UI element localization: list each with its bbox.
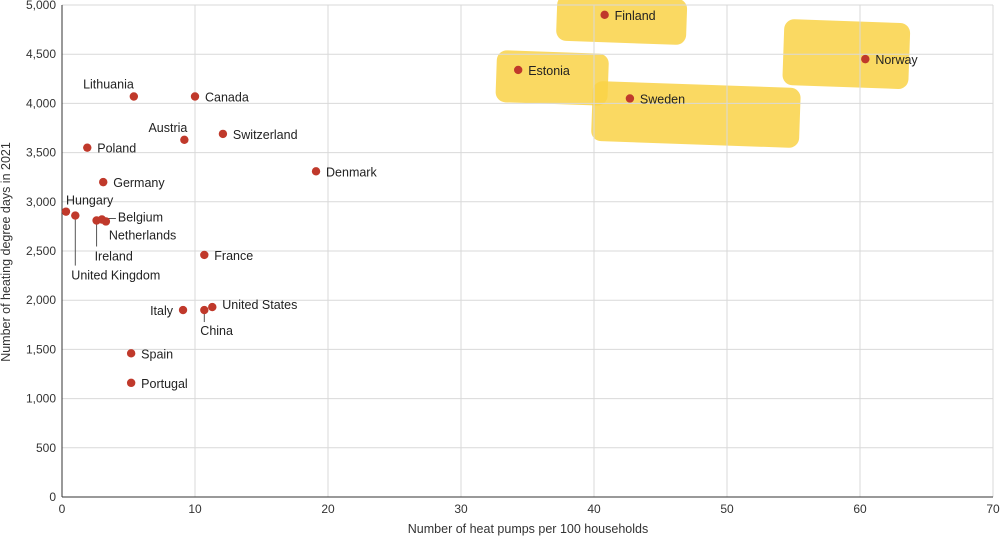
highlight-sweden [591,81,801,148]
y-tick-label: 3,500 [26,146,56,160]
label-portugal: Portugal [141,377,188,391]
y-tick-label: 2,500 [26,244,56,258]
x-tick-labels: 0 10 20 30 40 50 60 70 [59,502,1000,516]
point-estonia [513,65,523,75]
x-tick-label: 30 [454,502,468,516]
label-united-kingdom: United Kingdom [71,269,160,283]
label-switzerland: Switzerland [233,128,298,142]
highlight-estonia [495,50,609,106]
point-austria [180,135,189,145]
x-tick-label: 40 [587,502,601,516]
y-tick-label: 4,000 [26,96,56,110]
label-china: China [200,324,233,338]
label-estonia: Estonia [528,64,570,78]
point-labels: Finland Norway Estonia Sweden Lithuania Canad… [66,9,918,391]
y-tick-labels: 0 500 1,000 1,500 2,000 2,500 3,000 3,500 4,000 4… [26,0,56,504]
label-hungary: Hungary [66,194,114,208]
label-norway: Norway [875,53,918,67]
x-tick-label: 70 [986,502,1000,516]
y-tick-label: 2,000 [26,293,56,307]
y-tick-label: 500 [36,441,56,455]
grid-lines [62,4,994,497]
label-netherlands: Netherlands [109,228,176,242]
x-tick-label: 10 [188,502,202,516]
y-tick-label: 3,000 [26,195,56,209]
y-tick-label: 4,500 [26,47,56,61]
label-canada: Canada [205,91,249,105]
x-tick-label: 60 [853,502,867,516]
label-lithuania: Lithuania [83,78,134,92]
point-spain [126,349,136,358]
axes [61,5,993,498]
label-sweden: Sweden [640,92,685,106]
label-poland: Poland [97,142,136,156]
x-axis-title: Number of heat pumps per 100 households [408,522,648,536]
point-finland [600,10,609,20]
x-tick-label: 20 [321,502,335,516]
y-tick-label: 1,000 [26,392,56,406]
point-lithuania [129,92,139,101]
point-united-kingdom [71,211,80,220]
label-belgium: Belgium [118,211,163,225]
data-points [61,10,870,388]
label-united-states: United States [222,298,297,312]
point-portugal [126,378,136,388]
point-norway [861,54,870,64]
point-hungary [61,207,71,216]
y-axis-title: Number of heating degree days in 2021 [0,142,13,362]
point-switzerland [218,129,228,139]
label-italy: Italy [150,304,174,318]
x-tick-label: 50 [720,502,734,516]
label-france: France [214,249,253,263]
point-netherlands [101,217,111,226]
label-denmark: Denmark [326,165,377,179]
x-tick-label: 0 [59,502,66,516]
point-italy [178,305,188,315]
y-tick-label: 1,500 [26,342,56,356]
label-spain: Spain [141,347,173,361]
highlight-finland [556,0,688,45]
point-united-states [208,302,217,312]
y-tick-label: 0 [49,490,56,504]
point-sweden [625,94,635,103]
point-germany [99,177,108,187]
label-ireland: Ireland [95,249,133,263]
point-france [200,250,209,260]
label-austria: Austria [148,121,187,135]
point-denmark [311,167,321,176]
label-germany: Germany [113,176,165,190]
point-china [200,305,209,315]
y-tick-label: 5,000 [26,0,56,12]
label-finland: Finland [615,9,656,23]
highlight-layer [495,0,911,148]
point-poland [83,143,92,152]
point-canada [190,92,200,101]
leader-lines [74,218,205,323]
